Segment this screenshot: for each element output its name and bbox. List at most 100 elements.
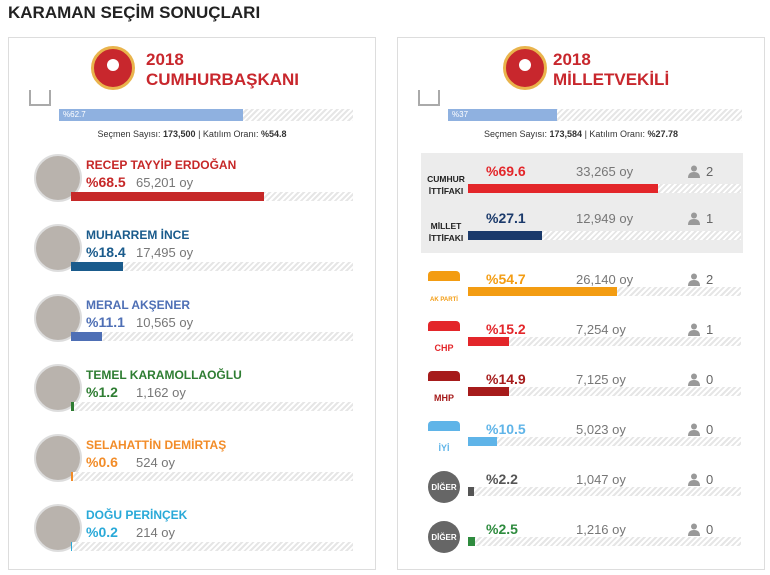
seats: 0 xyxy=(706,522,714,537)
bar-fill xyxy=(468,487,474,496)
bar-track xyxy=(71,402,353,411)
candidate-votes: 10,565 oy xyxy=(136,315,194,330)
candidate-percent: %68.5 xyxy=(86,174,126,190)
bar-track xyxy=(468,437,741,446)
bar-track xyxy=(71,262,353,271)
person-svg xyxy=(688,523,700,536)
bar-fill xyxy=(71,472,73,481)
emblem-star xyxy=(107,59,119,71)
stats-text: Seçmen Sayısı: xyxy=(483,129,548,139)
stats-text: | Katılım Oranı: xyxy=(584,129,645,139)
person-svg xyxy=(688,423,700,436)
votes: 1,216 oy xyxy=(576,522,626,537)
year: 2018 xyxy=(146,50,184,69)
emblem xyxy=(503,46,547,90)
candidate-percent: %18.4 xyxy=(86,244,126,260)
stats: Seçmen Sayısı: 173,584 | Katılım Oranı: … xyxy=(398,129,764,139)
bar-fill xyxy=(71,332,103,341)
candidate-name: MUHARREM İNCE xyxy=(86,228,190,242)
bar-fill xyxy=(71,402,75,411)
party-logo: CHP xyxy=(428,321,460,353)
votes: 7,254 oy xyxy=(576,322,626,337)
opened-label: %37 xyxy=(452,110,469,119)
bar-fill xyxy=(468,287,618,296)
bar-track xyxy=(468,287,741,296)
candidate-percent: %1.2 xyxy=(86,384,118,400)
percent: %54.7 xyxy=(486,271,526,287)
presidential-panel: 2018 CUMHURBAŞKANI %62.7 Seçmen Sayısı: 173… xyxy=(8,37,376,570)
bar-track: %37 xyxy=(448,109,742,121)
bar-fill xyxy=(59,109,244,121)
panel-title: MİLLETVEKİLİ xyxy=(553,70,670,89)
stats-text: 173,584 xyxy=(549,129,583,139)
bar-track xyxy=(71,192,353,201)
candidate-name: SELAHATTİN DEMİRTAŞ xyxy=(86,438,227,452)
bar-track xyxy=(468,537,741,546)
bar-fill xyxy=(71,262,123,271)
seats: 0 xyxy=(706,472,714,487)
bar-track xyxy=(71,542,353,551)
party-logo: İYİ xyxy=(428,421,460,453)
votes: 12,949 oy xyxy=(576,211,634,226)
candidate-name: TEMEL KARAMOLLAOĞLU xyxy=(86,368,242,382)
candidate-name: DOĞU PERİNÇEK xyxy=(86,508,188,522)
person-svg xyxy=(688,212,700,225)
seat-icon xyxy=(688,473,700,486)
bar-track xyxy=(468,337,741,346)
candidate-votes: 17,495 oy xyxy=(136,245,194,260)
seats: 0 xyxy=(706,372,714,387)
bar-fill xyxy=(71,192,265,201)
percent: %69.6 xyxy=(486,163,526,179)
candidate-photo xyxy=(34,154,82,202)
stats-text: | Katılım Oranı: xyxy=(198,129,259,139)
seats: 0 xyxy=(706,422,714,437)
candidate-photo xyxy=(34,224,82,272)
opened-label: %62.7 xyxy=(63,110,86,119)
candidate-votes: 214 oy xyxy=(136,525,176,540)
seats: 1 xyxy=(706,322,714,337)
votes: 5,023 oy xyxy=(576,422,626,437)
bar-track xyxy=(71,332,353,341)
votes: 1,047 oy xyxy=(576,472,626,487)
emblem xyxy=(91,46,135,90)
seat-icon xyxy=(688,165,700,178)
stats-text: Seçmen Sayısı: xyxy=(97,129,161,139)
party-logo: MHP xyxy=(428,371,460,403)
alliance-name: CUMHUR İTTİFAKI xyxy=(427,174,465,196)
emblem-star xyxy=(519,59,531,71)
person-svg xyxy=(688,323,700,336)
percent: %15.2 xyxy=(486,321,526,337)
bar-fill xyxy=(468,537,475,546)
candidate-name: MERAL AKŞENER xyxy=(86,298,191,312)
votes: 26,140 oy xyxy=(576,272,634,287)
bar-fill xyxy=(468,231,542,240)
bar-fill xyxy=(468,387,509,396)
candidate-votes: 524 oy xyxy=(136,455,176,470)
percent: %14.9 xyxy=(486,371,526,387)
bar-fill xyxy=(448,109,557,121)
stats-text: %54.8 xyxy=(260,129,287,139)
party-logo: DİĞER xyxy=(428,471,460,503)
bar-track xyxy=(468,184,741,193)
person-svg xyxy=(688,165,700,178)
seats: 2 xyxy=(706,164,714,179)
bar-fill xyxy=(468,337,510,346)
person-svg xyxy=(688,473,700,486)
ballot-icon xyxy=(418,90,440,106)
seat-icon xyxy=(688,523,700,536)
stats-text: %27.78 xyxy=(647,129,678,139)
candidate-percent: %0.2 xyxy=(86,524,118,540)
candidate-votes: 1,162 oy xyxy=(136,385,186,400)
percent: %2.2 xyxy=(486,471,518,487)
bar-track: %62.7 xyxy=(59,109,353,121)
alliance-name: MİLLET İTTİFAKI xyxy=(428,221,464,243)
party-logo: DİĞER xyxy=(428,521,460,553)
bar-fill xyxy=(468,184,658,193)
candidate-votes: 65,201 oy xyxy=(136,175,194,190)
year: 2018 xyxy=(553,50,591,69)
votes: 7,125 oy xyxy=(576,372,626,387)
votes: 33,265 oy xyxy=(576,164,634,179)
party-logo: AK PARTİ xyxy=(428,271,460,303)
percent: %27.1 xyxy=(486,210,526,226)
